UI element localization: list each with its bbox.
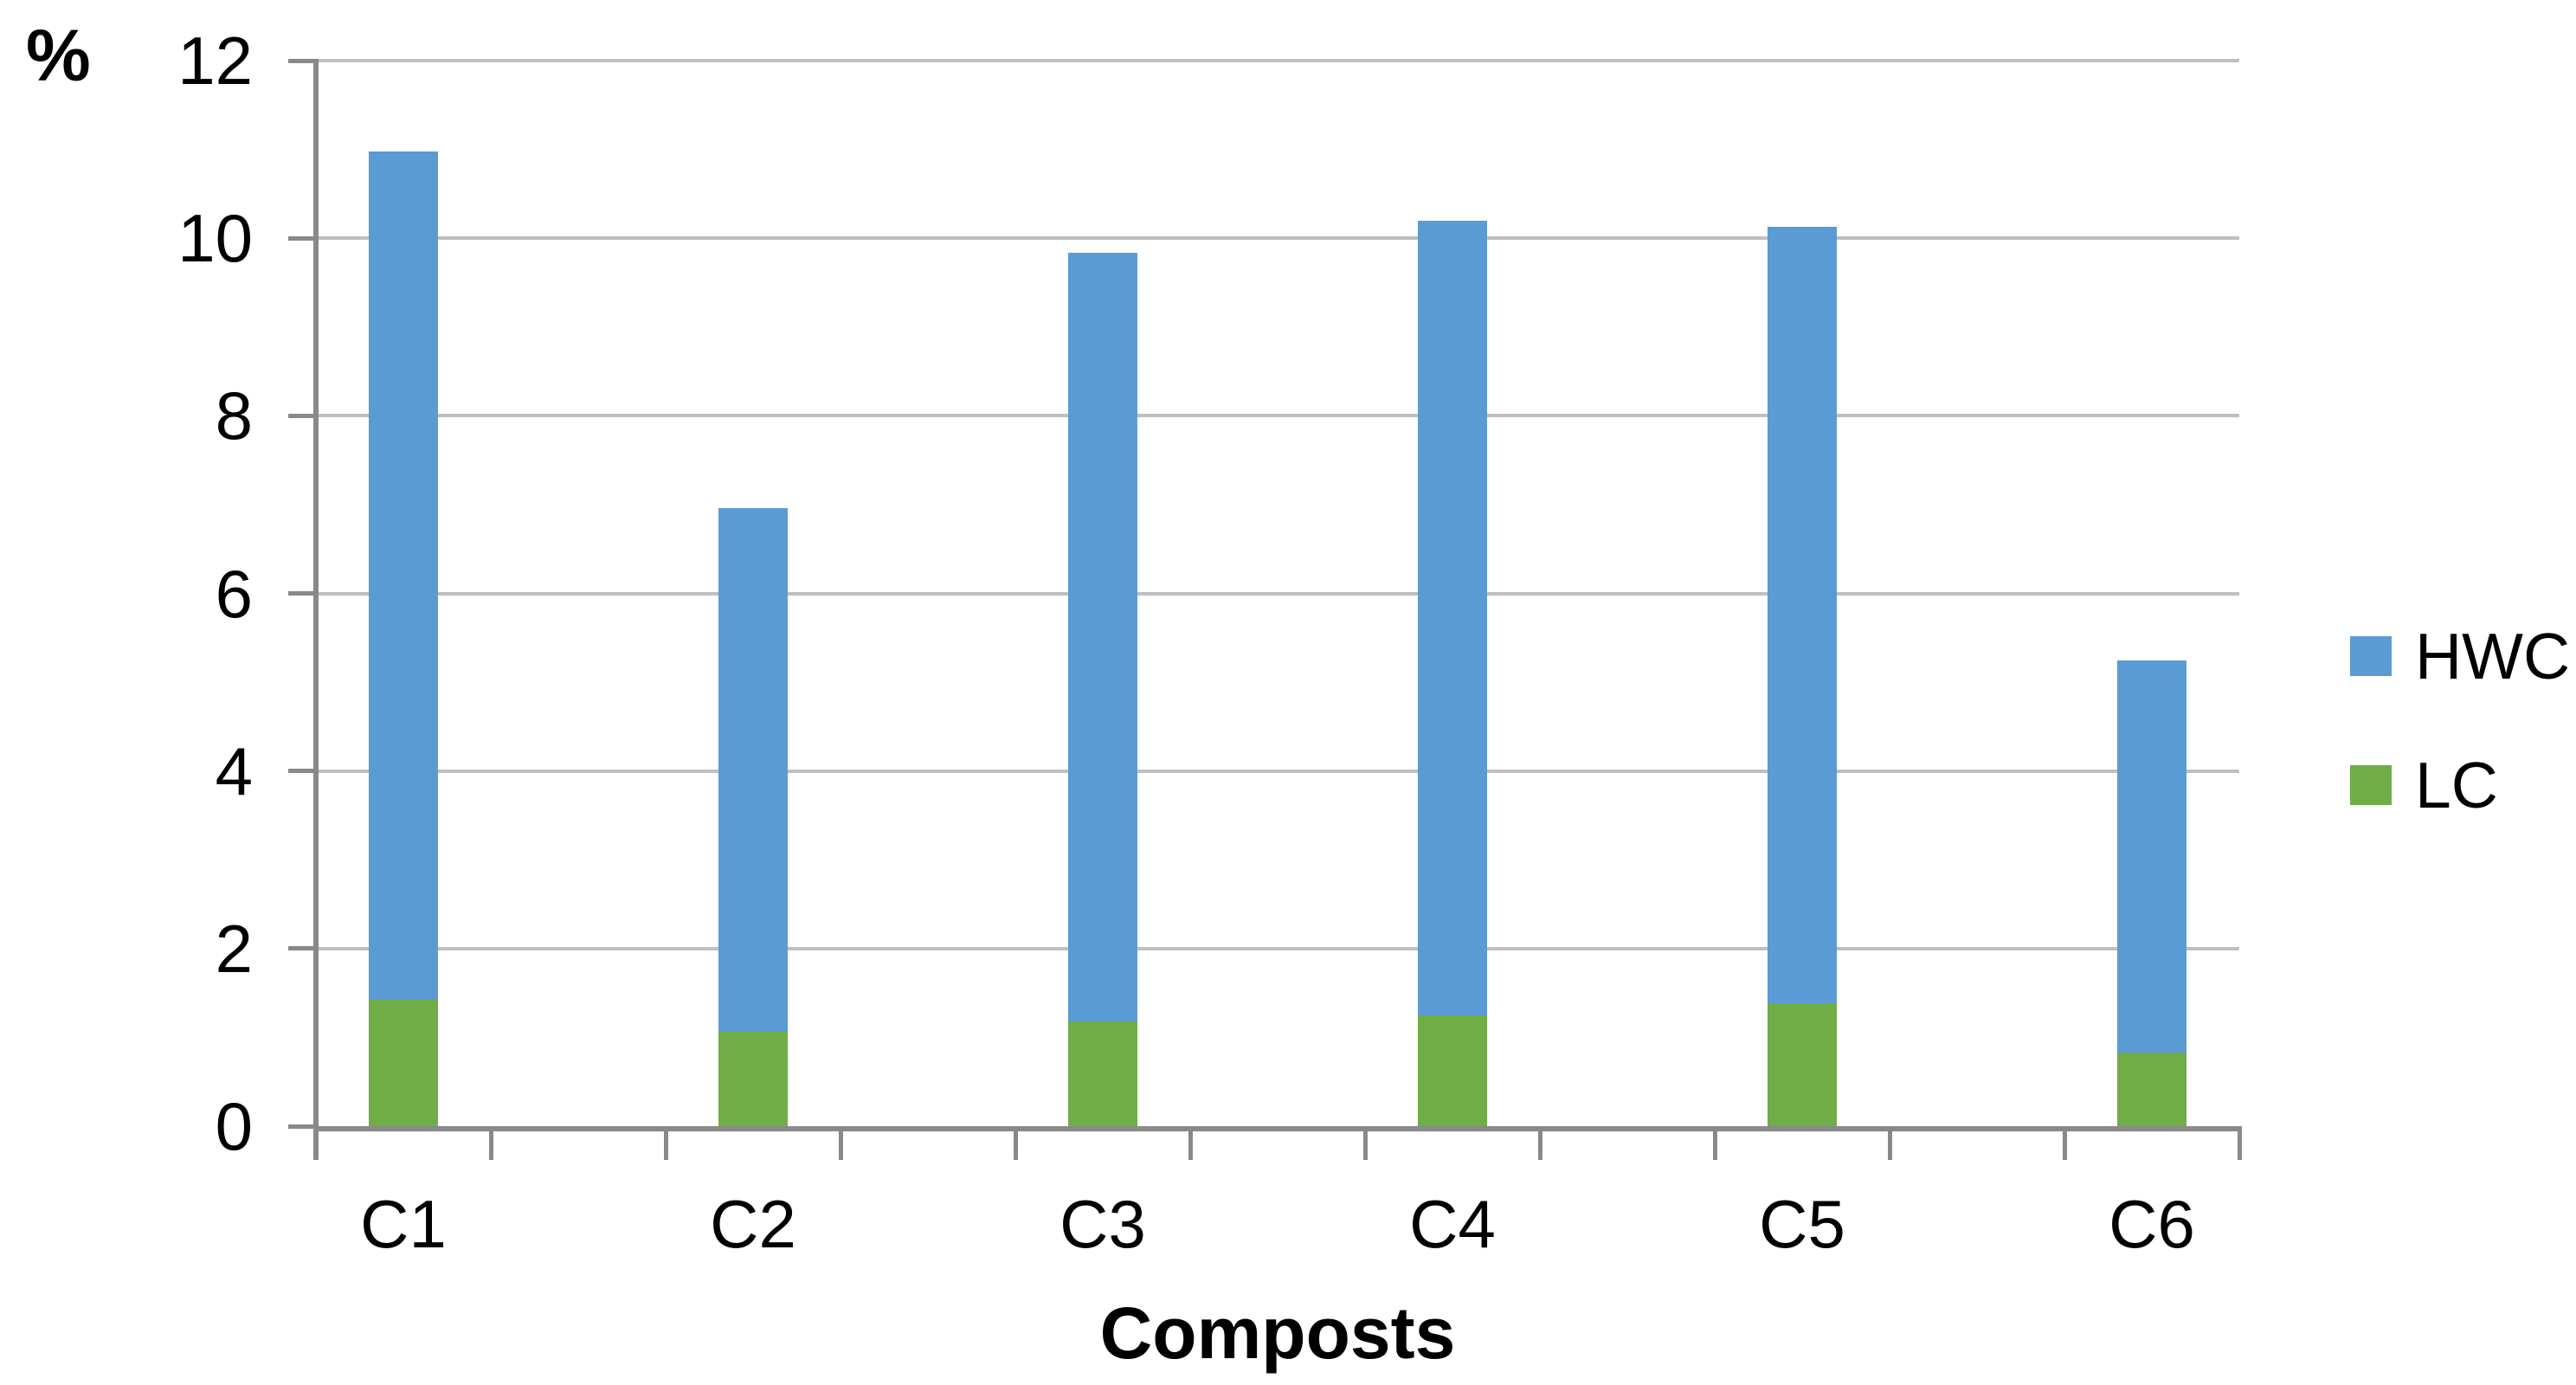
bar-segment-C5-LC: [1768, 1003, 1837, 1126]
bar-segment-C2-LC: [718, 1032, 788, 1126]
gridline-6: [316, 591, 2239, 596]
y-axis-tick-4: [288, 769, 316, 774]
x-axis-tick-1: [488, 1126, 493, 1160]
bar-segment-C1-LC: [369, 1000, 438, 1126]
x-tick-label-C1: C1: [360, 1186, 447, 1262]
gridline-10: [316, 236, 2239, 241]
gridline-8: [316, 414, 2239, 418]
y-tick-label-10: 10: [177, 200, 253, 277]
bar-segment-C4-LC: [1418, 1015, 1487, 1126]
x-tick-label-C3: C3: [1059, 1186, 1146, 1262]
bar-segment-C6-LC: [2117, 1052, 2186, 1126]
gridline-12: [316, 59, 2239, 62]
y-axis-tick-8: [288, 413, 316, 418]
x-tick-label-C4: C4: [1409, 1186, 1496, 1262]
y-axis-unit-label: %: [26, 15, 91, 96]
x-tick-label-C6: C6: [2109, 1186, 2195, 1262]
y-axis-tick-6: [288, 591, 316, 596]
y-tick-label-4: 4: [215, 732, 253, 809]
y-tick-label-0: 0: [215, 1088, 253, 1164]
bar-segment-C6-HWC: [2117, 660, 2186, 1053]
y-tick-label-2: 2: [215, 910, 253, 987]
x-axis-tick-6: [1362, 1126, 1368, 1160]
y-tick-label-8: 8: [215, 377, 253, 454]
bar-segment-C5-HWC: [1768, 226, 1837, 1004]
x-axis-tick-9: [1887, 1126, 1892, 1160]
x-axis-tick-8: [1712, 1126, 1717, 1160]
x-axis-tick-10: [2062, 1126, 2067, 1160]
x-axis-tick-4: [1013, 1126, 1018, 1160]
x-axis-tick-5: [1188, 1126, 1193, 1160]
y-axis-tick-12: [288, 58, 316, 63]
bar-segment-C3-LC: [1068, 1021, 1137, 1126]
x-tick-label-C5: C5: [1759, 1186, 1845, 1262]
x-axis-tick-2: [663, 1126, 668, 1160]
x-axis-tick-11: [2237, 1126, 2242, 1160]
y-axis-tick-10: [288, 235, 316, 241]
bar-segment-C3-HWC: [1068, 252, 1137, 1021]
x-axis-line: [316, 1126, 2239, 1131]
bar-segment-C2-HWC: [718, 508, 788, 1033]
x-tick-label-C2: C2: [710, 1186, 796, 1262]
x-axis-tick-3: [838, 1126, 843, 1160]
x-axis-tick-7: [1537, 1126, 1542, 1160]
bar-segment-C1-HWC: [369, 151, 438, 1001]
bar-segment-C4-HWC: [1418, 220, 1487, 1015]
y-axis-line: [313, 59, 319, 1160]
y-axis-tick-2: [288, 946, 316, 951]
gridline-4: [316, 769, 2239, 773]
y-tick-label-6: 6: [215, 555, 253, 632]
gridline-2: [316, 946, 2239, 950]
x-axis-title: Composts: [1099, 1292, 1456, 1374]
y-tick-label-12: 12: [177, 23, 253, 99]
y-axis-tick-0: [288, 1124, 316, 1129]
